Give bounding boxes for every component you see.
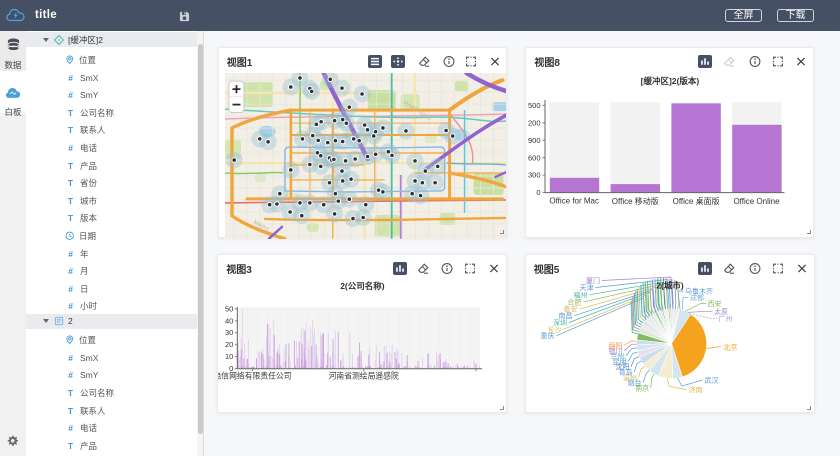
svg-text:沈阳: 沈阳 bbox=[615, 362, 629, 371]
svg-text:兰州: 兰州 bbox=[610, 352, 624, 361]
svg-text:北京: 北京 bbox=[723, 343, 737, 352]
svg-text:30: 30 bbox=[225, 328, 233, 337]
svg-text:烟台: 烟台 bbox=[627, 378, 641, 387]
svg-text:0: 0 bbox=[229, 364, 233, 373]
svg-text:Office 桌面版: Office 桌面版 bbox=[673, 196, 720, 206]
svg-text:长沙: 长沙 bbox=[547, 325, 561, 334]
svg-text:20: 20 bbox=[225, 340, 233, 349]
svg-text:乌鲁木齐: 乌鲁木齐 bbox=[685, 287, 713, 296]
svg-text:Office 移动版: Office 移动版 bbox=[612, 196, 659, 206]
svg-text:Office for Mac: Office for Mac bbox=[550, 197, 600, 206]
svg-text:广州: 广州 bbox=[718, 314, 732, 323]
svg-text:青岛: 青岛 bbox=[619, 368, 633, 377]
svg-text:600: 600 bbox=[528, 153, 541, 162]
svg-text:天津: 天津 bbox=[579, 284, 593, 292]
svg-text:昆明: 昆明 bbox=[612, 358, 626, 366]
svg-text:银川: 银川 bbox=[608, 346, 622, 355]
svg-text:0: 0 bbox=[537, 188, 541, 197]
svg-text:300: 300 bbox=[528, 171, 541, 180]
svg-text:Office Online: Office Online bbox=[734, 197, 781, 206]
svg-text:40: 40 bbox=[225, 316, 233, 325]
svg-text:2(城市): 2(城市) bbox=[656, 281, 684, 291]
svg-text:济南: 济南 bbox=[688, 385, 702, 394]
svg-text:南昌: 南昌 bbox=[558, 311, 572, 320]
svg-text:10: 10 bbox=[225, 352, 233, 361]
svg-text:武汉: 武汉 bbox=[704, 376, 718, 385]
svg-text:电信网络有限责任公司: 电信网络有限责任公司 bbox=[218, 371, 291, 381]
svg-text:河南省测绘局遥感院: 河南省测绘局遥感院 bbox=[329, 371, 399, 381]
svg-text:500: 500 bbox=[528, 101, 541, 110]
svg-text:泰安: 泰安 bbox=[563, 305, 577, 314]
svg-text:南京: 南京 bbox=[635, 384, 649, 393]
svg-text:200: 200 bbox=[528, 118, 541, 127]
svg-text:温州: 温州 bbox=[623, 373, 637, 382]
svg-text:深圳: 深圳 bbox=[553, 318, 567, 327]
svg-text:成都: 成都 bbox=[690, 293, 704, 302]
svg-text:福州: 福州 bbox=[573, 290, 587, 299]
svg-text:50: 50 bbox=[225, 304, 233, 313]
svg-text:重庆: 重庆 bbox=[540, 331, 554, 340]
svg-text:绵阳: 绵阳 bbox=[608, 341, 622, 350]
svg-text:900: 900 bbox=[528, 136, 541, 145]
svg-text:太原: 太原 bbox=[714, 307, 728, 316]
svg-text:厦门: 厦门 bbox=[586, 276, 600, 285]
svg-text:合肥: 合肥 bbox=[567, 298, 581, 307]
svg-text:西安: 西安 bbox=[707, 299, 721, 308]
